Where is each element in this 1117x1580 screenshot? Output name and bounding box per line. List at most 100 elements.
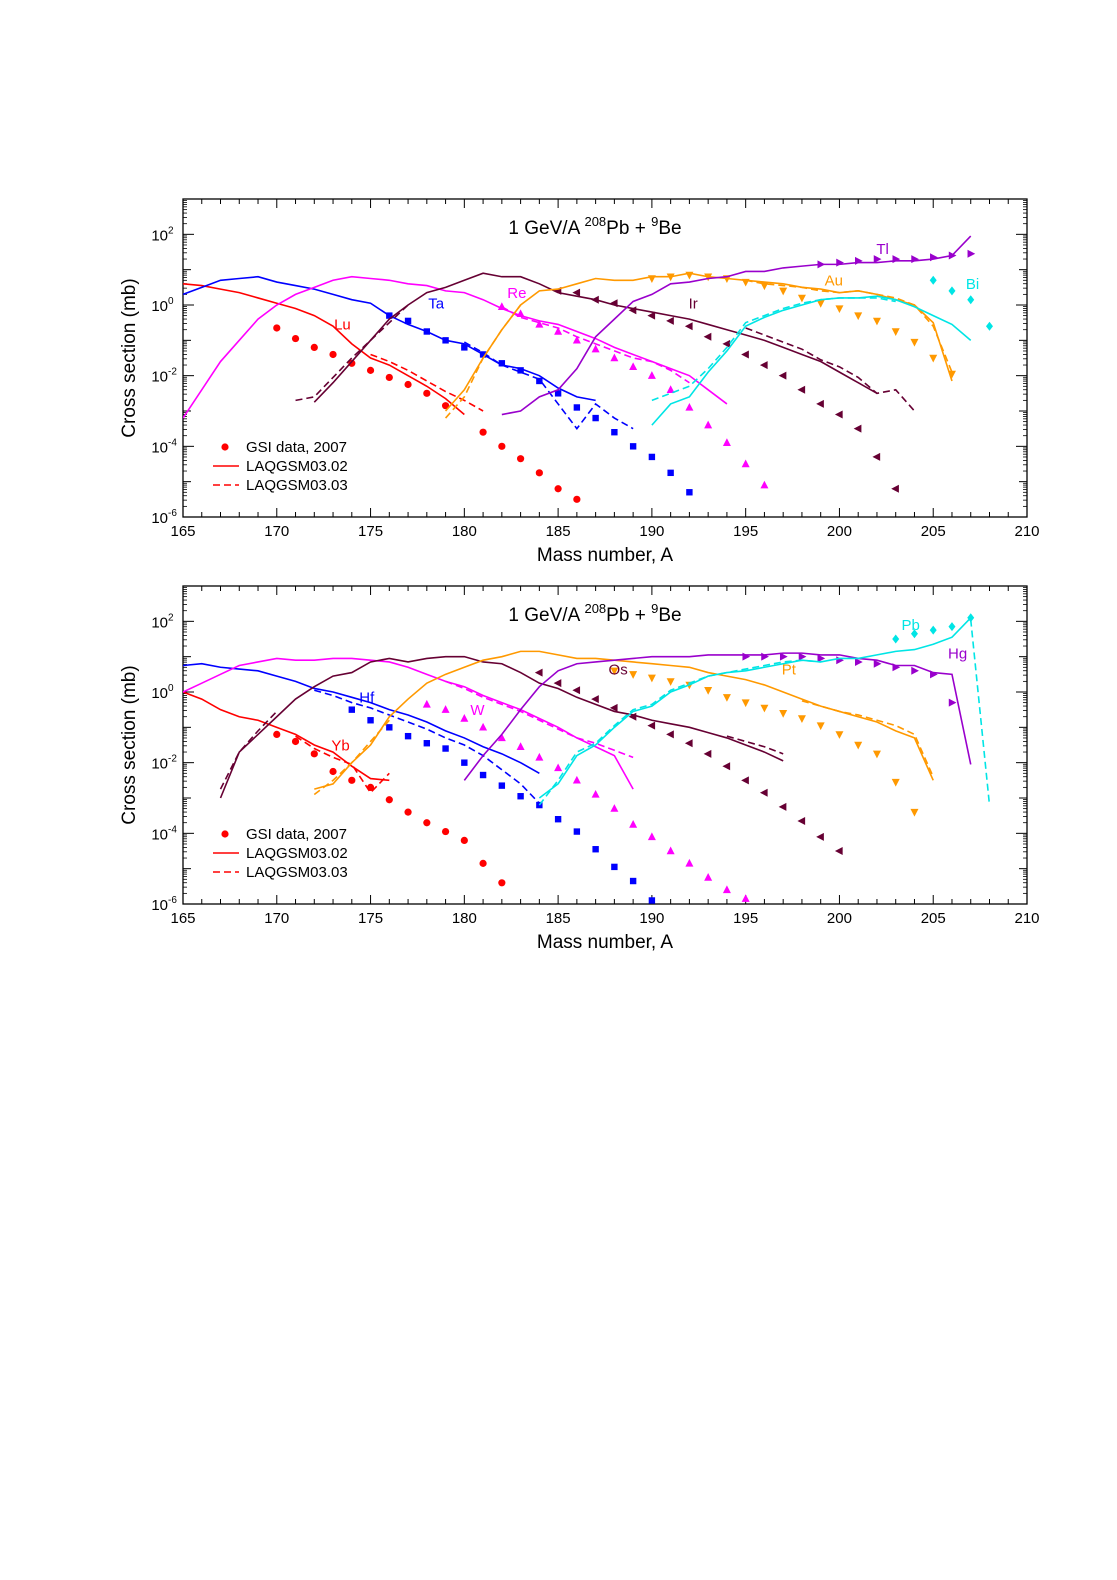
data-point (329, 350, 337, 359)
data-point (873, 255, 882, 264)
line-laqgsm0302-lu (183, 283, 465, 416)
element-ta-series (183, 275, 693, 496)
data-point (554, 763, 563, 772)
data-point (684, 322, 693, 331)
data-point (310, 750, 318, 758)
data-point (666, 316, 674, 325)
x-tick-label: 200 (827, 523, 852, 540)
data-point (516, 309, 525, 318)
data-point (310, 343, 318, 351)
data-point (442, 745, 449, 752)
title-target: Be (658, 605, 681, 626)
plot-area (183, 613, 991, 904)
line-laqgsm0302-pt (314, 650, 934, 790)
data-point (797, 385, 806, 394)
data-point (836, 656, 844, 665)
element-re-series (183, 275, 769, 489)
data-point (329, 767, 337, 776)
data-point (816, 832, 824, 841)
data-point (666, 385, 675, 393)
data-point (498, 442, 506, 450)
data-point (647, 721, 656, 730)
x-axis-ticks: 165 170 175 180 185 190 195 200 205 210 (170, 586, 1040, 927)
y-tick-exponent: -4 (168, 437, 177, 448)
data-point (911, 255, 919, 264)
line-laqgsm0303-yb (295, 735, 390, 794)
x-tick-label: 195 (733, 910, 758, 927)
plot-frame (182, 198, 1028, 518)
data-point (554, 816, 562, 823)
line-laqgsm0303-w (445, 680, 634, 759)
x-tick-label: 165 (170, 910, 195, 927)
data-point (386, 724, 393, 731)
data-point (853, 424, 862, 433)
y-axis-label: Cross section (mb) (119, 665, 140, 824)
x-axis-label: Mass number, A (537, 545, 674, 566)
element-label-w: W (470, 702, 485, 719)
line-laqgsm0302-w (183, 657, 634, 790)
line-laqgsm0303-ta (463, 341, 634, 430)
line-laqgsm0303-hf (314, 689, 540, 804)
line-laqgsm0302-hf (183, 662, 540, 774)
data-point (910, 338, 919, 347)
data-point (647, 371, 656, 379)
x-tick-label: 200 (827, 910, 852, 927)
y-tick-exponent: -6 (168, 508, 177, 519)
data-point (667, 469, 674, 477)
data-point (404, 808, 412, 816)
y-tick-exponent: -4 (168, 824, 177, 835)
data-point (498, 879, 506, 887)
data-point (854, 312, 863, 321)
data-point (704, 420, 713, 429)
element-label-au: Au (825, 273, 843, 290)
data-point (535, 319, 544, 328)
element-label-hf: Hf (359, 690, 375, 707)
element-os-series (219, 655, 843, 855)
line-laqgsm0302-hg (463, 652, 972, 781)
data-point (628, 306, 637, 315)
data-point (592, 414, 599, 422)
data-point (947, 370, 956, 379)
data-point (629, 671, 638, 679)
y-tick-exponent: -2 (168, 367, 177, 378)
data-point (948, 251, 957, 260)
data-point (892, 634, 900, 644)
title-target: Be (658, 218, 681, 239)
data-point (516, 742, 525, 750)
element-bi-series (651, 275, 993, 426)
y-axis-label: Cross section (mb) (119, 278, 140, 437)
data-point (498, 782, 506, 789)
x-tick-label: 205 (921, 910, 946, 927)
data-point (573, 404, 581, 411)
line-laqgsm0302-os (219, 655, 784, 799)
title-target-mass: 9 (651, 601, 658, 616)
data-point (779, 710, 788, 718)
data-point (703, 332, 712, 341)
data-point (422, 699, 431, 708)
element-label-tl: Tl (876, 241, 889, 258)
data-point (855, 657, 863, 666)
data-point (611, 863, 618, 871)
element-hg-series (463, 652, 972, 781)
data-point (479, 859, 487, 867)
data-point (742, 652, 751, 661)
data-point (572, 288, 581, 297)
data-point (441, 705, 450, 713)
data-point (741, 894, 750, 902)
line-laqgsm0303-ir (295, 304, 409, 402)
data-point (817, 654, 826, 663)
data-point (479, 771, 487, 779)
data-point (778, 371, 787, 380)
legend-marker-gsi (221, 830, 229, 838)
data-point (610, 667, 619, 676)
data-point (760, 480, 769, 489)
chart-title: 1 GeV/A 208Pb + 9Be (508, 214, 681, 239)
data-point (836, 258, 844, 267)
data-point (592, 846, 599, 853)
legend-label: LAQGSM03.02 (246, 845, 348, 862)
data-point (517, 455, 525, 463)
line-laqgsm0302-bi (651, 295, 972, 426)
data-point (629, 820, 638, 828)
data-point (929, 275, 937, 285)
